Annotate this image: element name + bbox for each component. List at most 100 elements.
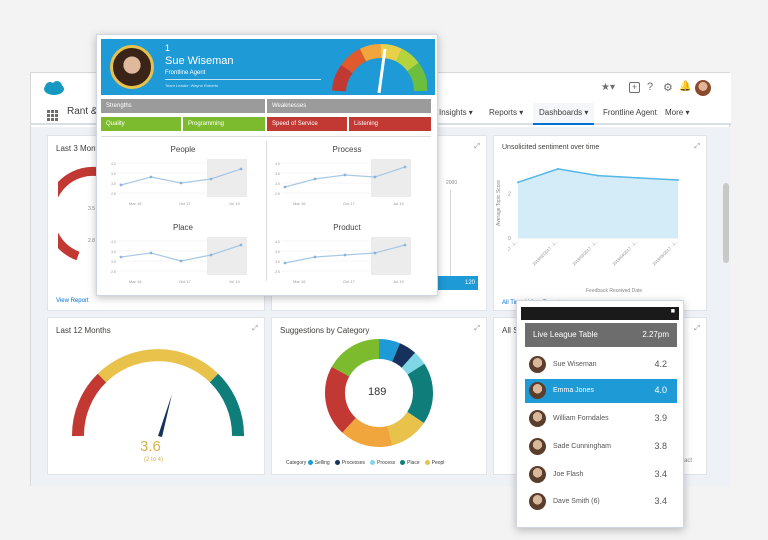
nav-item-more[interactable]: More ▾ xyxy=(665,108,690,117)
nav-item-frontline-agent[interactable]: Frontline Agent xyxy=(603,108,657,117)
data-point xyxy=(283,261,287,265)
league-row-selected[interactable]: Emma Jones 4.0 xyxy=(525,379,677,403)
column-divider xyxy=(266,141,267,281)
score-gauge xyxy=(332,44,427,94)
league-row[interactable]: William Forndales 3.9 xyxy=(525,407,677,431)
data-point xyxy=(517,181,519,184)
expand-icon[interactable]: ⤢ xyxy=(474,325,480,332)
y-tick-label: 4.0 xyxy=(275,240,280,244)
highlight-band xyxy=(371,237,411,275)
x-tick-label: Mar 16 xyxy=(129,201,142,206)
league-row[interactable]: Joe Flash 3.4 xyxy=(525,463,677,487)
y-tick-label: 3.5 xyxy=(275,172,280,176)
y-tick-label: 2.5 xyxy=(111,270,116,274)
y-tick-label: 3.5 xyxy=(111,172,116,176)
cloud-logo-icon[interactable] xyxy=(43,81,65,96)
x-tick-label: Jul 19 xyxy=(393,201,404,206)
card-title: All S xyxy=(502,326,519,335)
data-point xyxy=(313,177,317,181)
x-tick-label: 2016/05/2017 - 1... xyxy=(651,239,678,266)
data-point xyxy=(209,253,213,257)
nav-item-dashboards[interactable]: Dashboards ▾ xyxy=(533,103,595,125)
league-row[interactable]: Sue Wiseman 4.2 xyxy=(525,353,677,377)
weaknesses-header: Weaknesses xyxy=(267,99,431,113)
data-point xyxy=(403,243,407,247)
partial-link[interactable]: act xyxy=(684,458,693,464)
expand-icon[interactable]: ⤢ xyxy=(694,325,700,332)
app-name[interactable]: Rant & xyxy=(67,106,98,117)
expand-icon[interactable]: ⤢ xyxy=(694,143,700,150)
donut-slice xyxy=(386,411,424,446)
view-report-link[interactable]: View Report xyxy=(56,298,89,304)
x-tick-label: Mar 16 xyxy=(293,279,306,284)
y-tick-label: 3.0 xyxy=(111,182,116,186)
gear-icon[interactable]: ⚙ xyxy=(663,82,673,94)
y-tick-label: 3.0 xyxy=(111,260,116,264)
legend-item[interactable]: Peopl xyxy=(424,460,444,466)
gauge-tick: 2.8 xyxy=(88,238,95,244)
y-tick-label: 4.0 xyxy=(275,162,280,166)
data-point xyxy=(557,167,559,170)
data-point xyxy=(239,243,243,247)
legend-item[interactable]: Processes xyxy=(334,460,365,466)
star-icon[interactable]: ★▾ xyxy=(601,82,615,93)
card-title: Last 12 Months xyxy=(56,326,111,335)
league-title: Live League Table xyxy=(533,330,598,339)
nav-item-insights[interactable]: Insights ▾ xyxy=(439,108,473,117)
legend-label: Category xyxy=(286,460,308,466)
add-icon[interactable]: + xyxy=(629,82,640,93)
x-tick-label: Jul 19 xyxy=(229,201,240,206)
user-avatar[interactable] xyxy=(695,80,711,96)
x-tick-label: Mar 16 xyxy=(129,279,142,284)
data-point xyxy=(179,181,183,185)
profile-divider xyxy=(165,79,321,80)
league-row[interactable]: Dave Smith (6) 3.4 xyxy=(525,490,677,514)
legend-item[interactable]: Process xyxy=(370,460,395,466)
x-axis-label: Feedback Received Date xyxy=(586,288,643,294)
gauge-12-months xyxy=(71,349,245,437)
legend-item[interactable]: Place xyxy=(400,460,420,466)
series-area xyxy=(518,168,678,238)
profile-avatar xyxy=(110,45,154,89)
x-tick-label: Oct 17 xyxy=(179,201,192,206)
card-suggestions: Suggestions by Category ⤢ 189 Category S… xyxy=(271,317,487,475)
help-icon[interactable]: ? xyxy=(647,81,654,93)
card-title: Suggestions by Category xyxy=(280,326,370,335)
expand-icon[interactable]: ⤢ xyxy=(474,143,480,150)
weakness-tag: Listening xyxy=(349,117,431,131)
nav-item-reports[interactable]: Reports ▾ xyxy=(489,108,524,117)
data-point xyxy=(637,176,639,179)
y-axis-label: Average Topic Score xyxy=(495,180,502,226)
data-point xyxy=(119,183,123,187)
mini-line-chart-product: Mar 16 Oct 17 Jul 19 4.0 3.5 3.0 2.5 xyxy=(275,237,411,284)
weakness-tag: Speed of Service xyxy=(267,117,347,131)
avatar xyxy=(529,438,546,455)
card-last-12-months: Last 12 Months ⤢ 3.6 (2 to 4) xyxy=(47,317,265,475)
bell-icon[interactable]: 🔔 xyxy=(679,81,692,92)
y-tick-label: 3.5 xyxy=(111,250,116,254)
data-point xyxy=(119,255,123,259)
y-tick-label: 2.5 xyxy=(111,192,116,196)
avatar xyxy=(529,356,546,373)
profile-name: Sue Wiseman xyxy=(165,55,234,67)
bar-track xyxy=(450,190,451,290)
x-tick-label: Jul 19 xyxy=(393,279,404,284)
mini-line-chart-people: Mar 16 Oct 17 Jul 19 4.0 3.5 3.0 2.5 xyxy=(111,159,247,206)
scrollbar[interactable] xyxy=(723,183,729,263)
expand-icon[interactable]: ⤢ xyxy=(252,325,258,332)
x-tick-label: Oct 17 xyxy=(343,279,356,284)
y-tick-label: 2 xyxy=(508,191,511,197)
data-point xyxy=(373,175,377,179)
x-tick-label: 2016/04/2017 - 1... xyxy=(611,239,638,266)
league-row[interactable]: Sade Cunningham 3.8 xyxy=(525,435,677,459)
y-tick-label: 2.5 xyxy=(275,192,280,196)
card-sentiment: Unsolicited sentiment over time ⤢ Averag… xyxy=(493,135,707,311)
donut-total: 189 xyxy=(368,386,387,398)
y-tick-label: 3.0 xyxy=(275,182,280,186)
data-point xyxy=(149,175,153,179)
data-point xyxy=(373,251,377,255)
legend-item[interactable]: Selling xyxy=(307,460,330,466)
app-launcher-icon[interactable] xyxy=(47,108,58,121)
axis-tick: 2000 xyxy=(446,180,458,186)
close-icon[interactable]: ■ xyxy=(670,308,675,315)
